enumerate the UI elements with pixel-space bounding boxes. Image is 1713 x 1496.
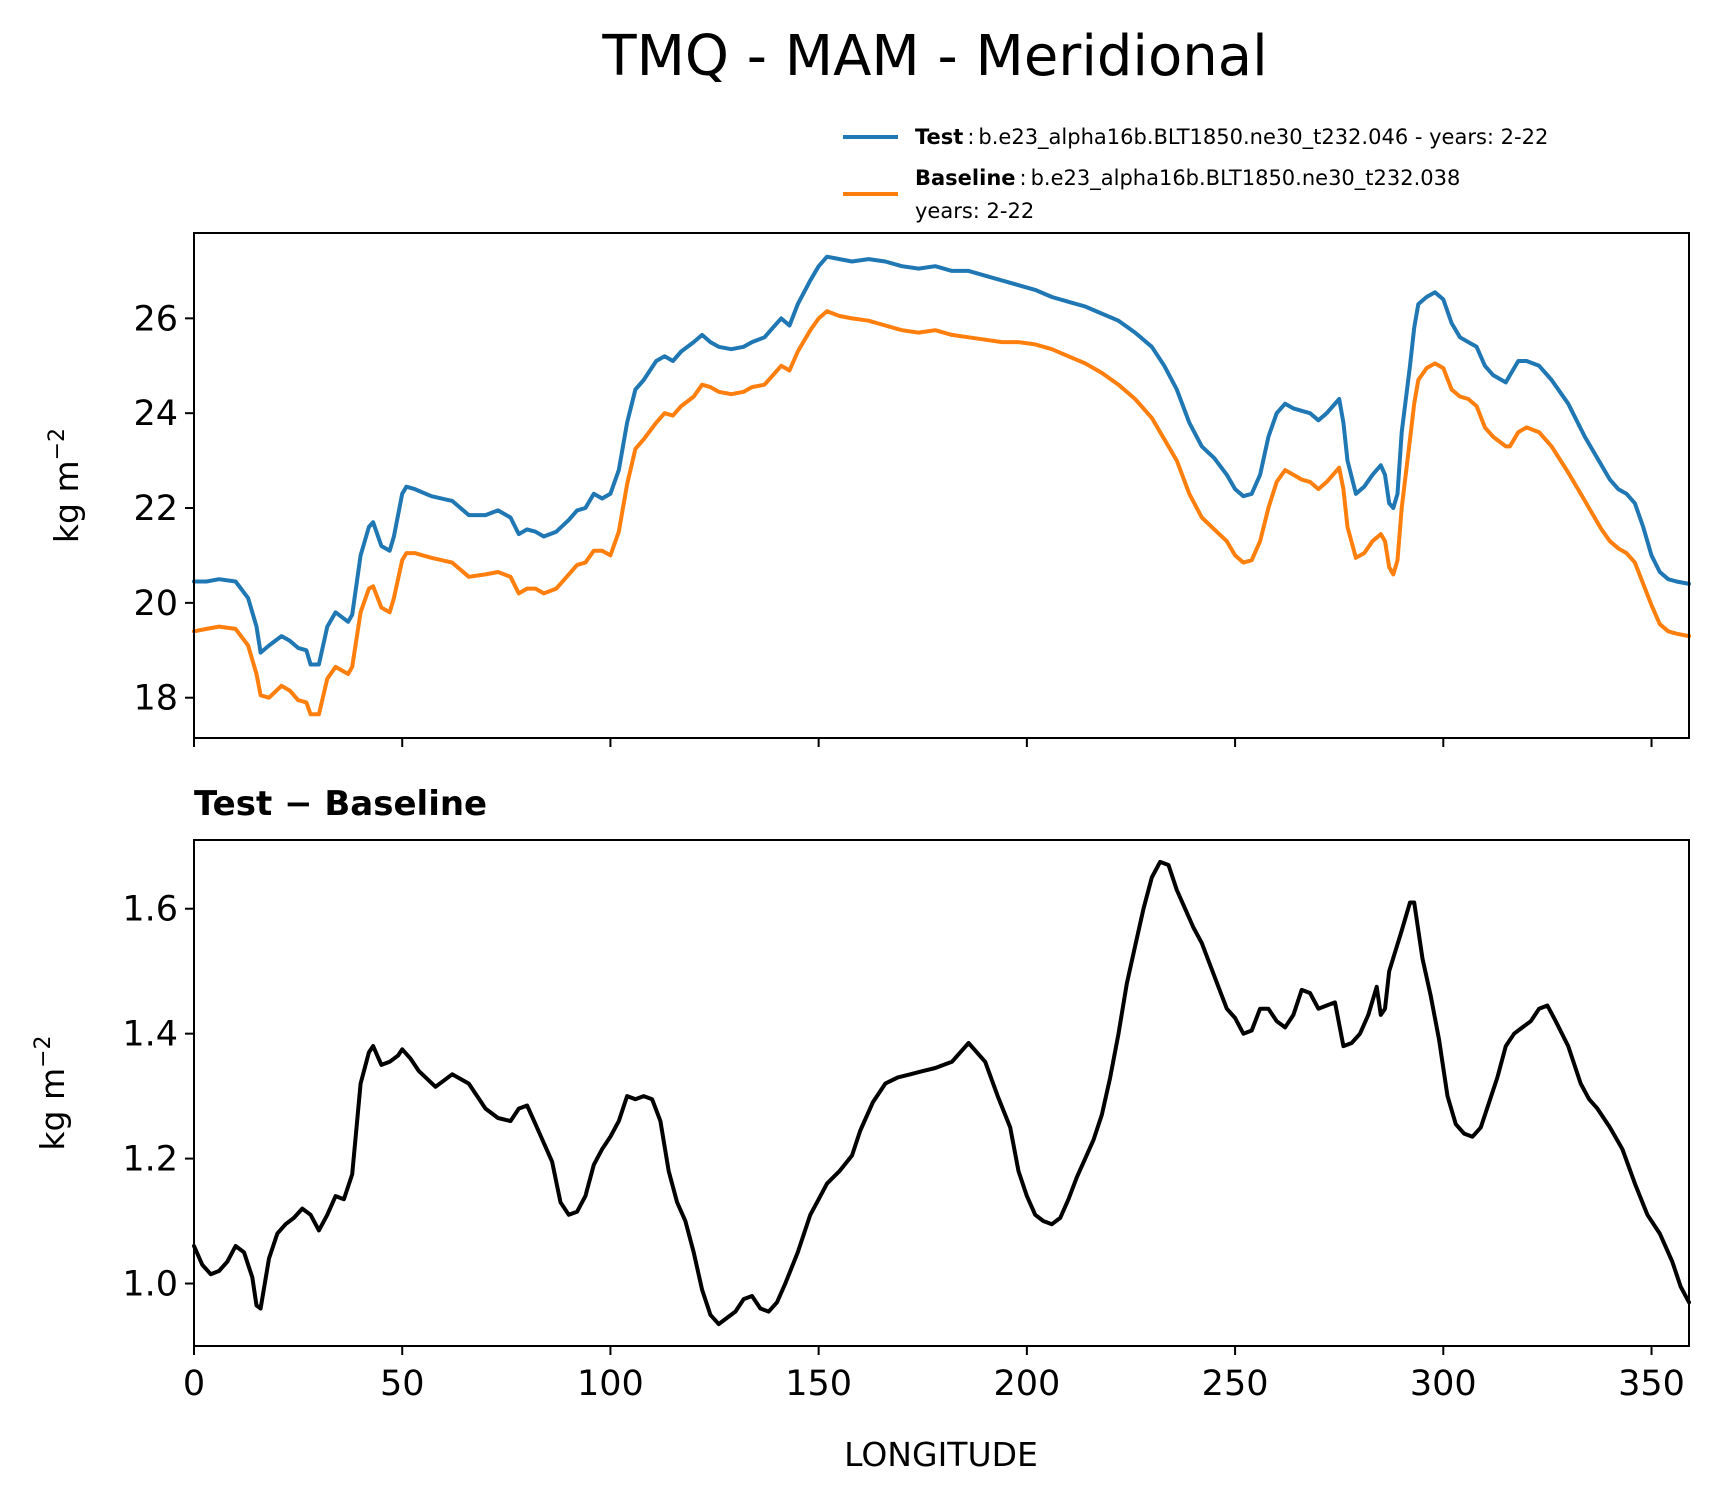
bottom-panel-x-axis: 0 50 100 150 200 250 300 350 [183,1346,1685,1404]
top-panel-y-label: kg m−2 [45,428,86,543]
legend-baseline-years: years: 2-22 [915,199,1034,223]
bottom-panel-y-label-base: kg m [33,1068,72,1151]
x-tick-label: 0 [183,1364,205,1404]
bottom-panel: Test − Baseline 1.0 1.2 1.4 1.6 0 50 100 150 20… [31,784,1691,1474]
bottom-panel-subtitle: Test − Baseline [194,784,487,824]
legend-test-name: Test [915,125,963,149]
top-panel-y-tick-label: 22 [133,489,178,529]
top-panel-series-line-baseline [192,309,1691,717]
bottom-panel-y-tick-label: 1.2 [122,1140,178,1180]
bottom-panel-y-label: kg m−2 [31,1035,72,1150]
legend-baseline-entry: Baseline: b.e23_alpha16b.BLT1850.ne30_t23… [915,166,1460,191]
legend-test-entry: Test: b.e23_alpha16b.BLT1850.ne30_t232.04… [915,125,1548,150]
x-tick-label: 50 [380,1364,425,1404]
top-panel-y-tick-label: 24 [133,394,178,434]
legend: Test: b.e23_alpha16b.BLT1850.ne30_t232.04… [843,125,1548,223]
top-panel-y-tick-label: 20 [133,584,178,624]
top-panel-x-ticks [193,738,1653,747]
x-tick-label: 250 [1202,1364,1269,1404]
bottom-panel-frame [193,839,1690,1347]
x-tick-label: 150 [785,1364,852,1404]
bottom-panel-y-tick-label: 1.0 [122,1265,178,1305]
top-panel-series-line-test [192,254,1691,667]
x-axis-label: LONGITUDE [844,1435,1038,1474]
bottom-panel-series-line-test-baseline [192,859,1691,1327]
bottom-panel-y-axis: 1.0 1.2 1.4 1.6 [122,890,194,1305]
x-tick-label: 200 [993,1364,1060,1404]
top-panel-y-tick-label: 18 [133,679,178,719]
bottom-panel-y-tick-label: 1.6 [122,890,178,930]
bottom-panel-y-tick-label: 1.4 [122,1015,178,1055]
top-panel-series [192,254,1691,717]
x-tick-label: 350 [1618,1364,1685,1404]
top-panel-y-label-base: kg m [47,460,86,543]
legend-baseline-name: Baseline [915,166,1016,190]
legend-baseline-text: b.e23_alpha16b.BLT1850.ne30_t232.038 [1031,166,1461,191]
legend-test-sep: : [967,125,974,149]
bottom-panel-series [192,859,1691,1327]
top-panel-frame [193,232,1690,739]
top-panel-y-tick-label: 26 [133,299,178,339]
chart-title: TMQ - MAM - Meridional [601,24,1267,89]
x-tick-label: 100 [577,1364,644,1404]
legend-baseline-sep: : [1020,166,1027,190]
x-tick-label: 300 [1410,1364,1477,1404]
top-panel: 18 20 22 24 26 kg m−2 [45,232,1691,747]
bottom-panel-y-label-exponent: −2 [31,1035,56,1067]
top-panel-y-axis: 18 20 22 24 26 [133,299,194,719]
top-panel-y-label-exponent: −2 [45,428,70,460]
legend-test-text: b.e23_alpha16b.BLT1850.ne30_t232.046 - y… [978,125,1548,150]
